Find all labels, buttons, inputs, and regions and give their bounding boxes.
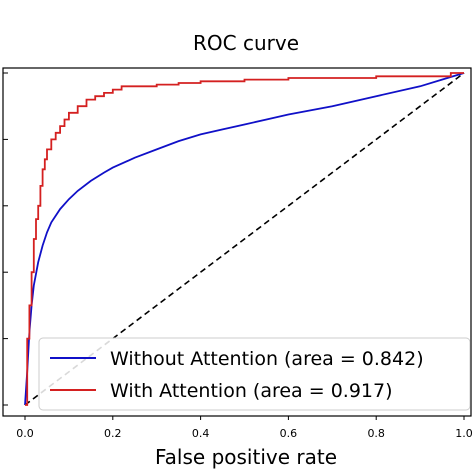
- chart-title: ROC curve: [193, 31, 299, 55]
- y-axis-ticks: [3, 72, 8, 406]
- x-tick-label: 0.0: [16, 427, 34, 440]
- series-line-0: [24, 72, 465, 406]
- legend-label-without-attention: Without Attention (area = 0.842): [110, 348, 424, 370]
- x-axis-ticks: 0.0 0.2 0.4 0.6 0.8 1.0: [16, 416, 473, 440]
- x-tick-label: 0.2: [104, 427, 122, 440]
- x-tick-label: 1.0: [455, 427, 473, 440]
- legend-box: [38, 337, 471, 411]
- plot-area-frame: [2, 67, 472, 417]
- legend-label-with-attention: With Attention (area = 0.917): [110, 380, 393, 402]
- x-tick-label: 0.8: [367, 427, 385, 440]
- legend: Without Attention (area = 0.842) With At…: [38, 337, 471, 411]
- series-line-1: [25, 72, 464, 406]
- x-tick-label: 0.4: [192, 427, 210, 440]
- x-axis-label: False positive rate: [155, 445, 337, 469]
- x-tick-label: 0.6: [280, 427, 298, 440]
